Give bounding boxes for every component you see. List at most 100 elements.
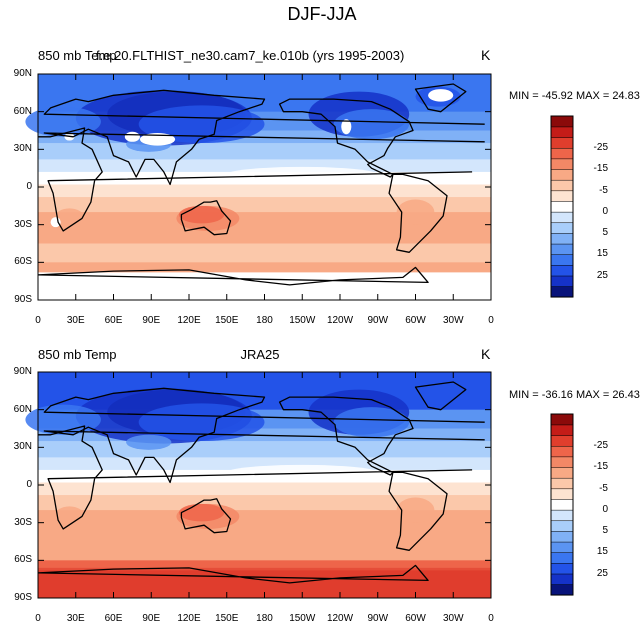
panel2-units: K (481, 346, 491, 362)
panel1-colorbar-label: 15 (596, 248, 608, 260)
colorbar-frame (550, 413, 574, 596)
panel2-x-tick-label: 30W (442, 613, 464, 624)
colorbar-swatch (550, 530, 574, 543)
colorbar-swatch (550, 147, 574, 160)
colorbar-swatch (550, 413, 574, 426)
coastline (37, 266, 429, 286)
anomaly-region (25, 404, 101, 435)
panel2-left-title: 850 mb Temp (38, 347, 117, 362)
colorbar-swatch (550, 264, 574, 277)
colorbar-frame (550, 115, 574, 298)
anomaly-region (396, 497, 435, 523)
anomaly-region (54, 208, 85, 229)
anomaly-region (415, 384, 461, 405)
panel2-x-tick-label: 60E (104, 613, 123, 624)
coastline (37, 564, 429, 584)
panel1-colorbar-label: 25 (596, 269, 608, 281)
colorbar-swatch (550, 254, 574, 266)
panel2-y-tick-label: 30N (13, 441, 32, 453)
anomaly-region (25, 106, 101, 137)
anomaly-region (178, 205, 225, 224)
panel1-x-tick-label: 60E (104, 315, 123, 326)
figure-title: DJF-JJA (287, 4, 357, 24)
colorbar-swatch (550, 541, 574, 553)
panel2-colorbar-label: 0 (602, 503, 608, 515)
panel1-y-tick-label: 30N (13, 143, 32, 155)
colorbar-swatch (550, 488, 574, 500)
zonal-band (38, 495, 491, 511)
coastline (278, 98, 414, 178)
colorbar-swatch (550, 573, 574, 585)
panel2-colorbar (550, 413, 574, 596)
colorbar-swatch (550, 126, 574, 138)
colorbar-swatch (550, 243, 574, 255)
colorbar-swatch (550, 211, 574, 224)
colorbar-swatch (550, 222, 574, 234)
coastline (388, 471, 448, 551)
colorbar-swatch (550, 477, 574, 490)
coastline (414, 83, 467, 113)
panel1-y-tick-label: 90N (13, 68, 32, 79)
missing-data-region (124, 131, 140, 142)
panel1-x-tick-label: 150E (215, 315, 239, 326)
panel1-colorbar-label: -5 (599, 184, 608, 196)
panel2-x-tick-label: 120W (326, 613, 354, 624)
panel1-colorbar-label: 0 (602, 205, 608, 217)
panel1-minmax: MIN = -45.92 MAX = 24.83 (509, 90, 640, 102)
anomaly-region (226, 166, 378, 182)
colorbar-swatch (550, 190, 574, 202)
colorbar-swatch (550, 275, 574, 287)
panel1-x-tick-label: 90W (367, 315, 389, 326)
anomaly-region (333, 109, 410, 140)
panel1-y-tick-label: 60N (13, 105, 32, 117)
colorbar-swatch (550, 456, 574, 468)
panel1-x-tick-label: 0 (35, 315, 41, 326)
colorbar-swatch (550, 584, 574, 596)
zonal-band (38, 184, 491, 198)
anomaly-region (126, 434, 172, 450)
colorbar-swatch (550, 466, 574, 479)
missing-data-region (428, 89, 454, 102)
coastline (43, 387, 485, 484)
panel1-x-tick-label: 0 (488, 315, 494, 326)
panel2-colorbar-label: -5 (599, 482, 608, 494)
panel1-units: K (481, 47, 491, 63)
panel1-left-title: 850 mb Temp (38, 48, 117, 63)
anomaly-region (226, 464, 378, 480)
coastline (388, 173, 448, 253)
anomaly-region (178, 503, 225, 522)
panel1-x-tick-label: 120W (326, 315, 354, 326)
zonal-band (38, 457, 491, 471)
zonal-band (38, 243, 491, 263)
zonal-band (38, 159, 491, 173)
coastline (278, 396, 414, 476)
missing-data-region (341, 119, 352, 135)
panel1-y-tick-label: 0 (26, 181, 32, 192)
panel2-y-tick-label: 60S (14, 554, 32, 566)
colorbar-swatch (550, 562, 574, 575)
colorbar-swatch (550, 179, 574, 192)
panel2-x-tick-label: 180 (256, 613, 273, 624)
coastline (414, 381, 467, 411)
colorbar-swatch (550, 200, 574, 213)
coastline (43, 89, 485, 186)
panel1-x-tick-label: 90E (142, 315, 161, 326)
panel2-x-tick-label: 150E (215, 613, 239, 624)
coastline (180, 200, 232, 236)
panel1-colorbar-label: -25 (593, 141, 608, 153)
panel1-map (25, 73, 492, 301)
anomaly-region (396, 199, 435, 225)
missing-data-region (50, 217, 61, 228)
anomaly-region (333, 407, 410, 438)
panel1-x-tick-label: 30E (66, 315, 85, 326)
panel2-x-tick-label: 30E (66, 613, 85, 624)
colorbar-swatch (550, 509, 574, 522)
panel2-x-tick-label: 0 (35, 613, 41, 624)
colorbar-swatch (550, 286, 574, 298)
panel2-y-tick-label: 90S (14, 592, 32, 603)
colorbar-swatch (550, 520, 574, 532)
panel1-x-tick-label: 60W (405, 315, 426, 326)
panel2-x-tick-label: 120E (177, 613, 201, 624)
panel2-center-title: JRA25 (240, 347, 280, 362)
panel1-x-tick-label: 120E (177, 315, 201, 326)
